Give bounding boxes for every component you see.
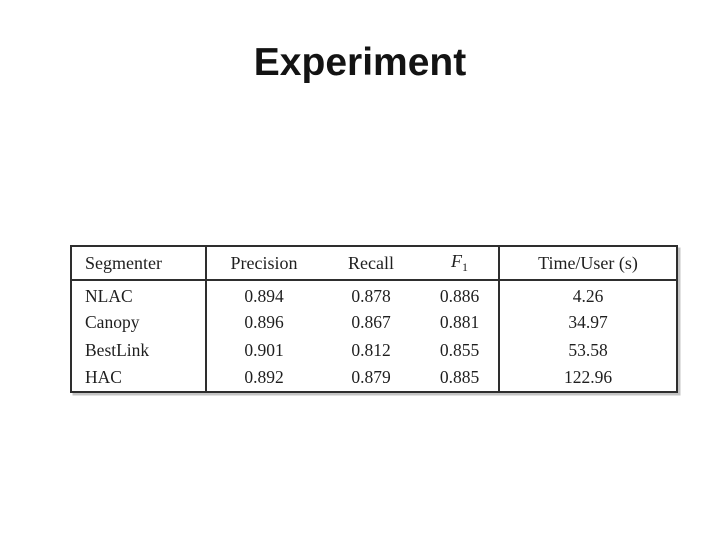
cell-time: 4.26 [572,285,604,306]
cell-time: 53.58 [568,339,608,360]
col-header-segmenter: Segmenter [71,246,207,280]
cell-recall: 0.879 [351,367,391,387]
cell-precision: 0.892 [244,367,284,387]
table-row: HAC 0.892 0.879 0.885 122.96 [71,364,677,392]
f1-subscript: 1 [462,260,468,274]
f1-symbol: F [451,251,462,271]
table-row: Canopy 0.896 0.867 0.881 34.97 [71,308,677,336]
col-header-f1: F1 [421,246,500,280]
cell-segmenter: NLAC [71,280,207,308]
cell-f1: 0.885 [421,364,500,392]
cell-segmenter: BestLink [71,336,207,364]
cell-segmenter: HAC [71,364,207,392]
cell-time: 122.96 [563,367,613,387]
cell-precision: 0.901 [244,339,284,360]
table-header-row: Segmenter Precision Recall F1 Time/User … [71,246,677,280]
results-table: Segmenter Precision Recall F1 Time/User … [70,245,678,393]
cell-recall: 0.867 [351,311,391,332]
page-title: Experiment [253,41,467,84]
cell-f1: 0.886 [421,280,500,308]
col-header-recall: Recall [348,252,394,273]
table-row: NLAC 0.894 0.878 0.886 4.26 [71,280,677,308]
cell-f1: 0.855 [421,336,500,364]
cell-precision: 0.896 [244,311,284,332]
col-header-time: Time/User (s) [538,252,638,273]
cell-segmenter: Canopy [71,308,207,336]
col-header-precision: Precision [230,252,298,273]
cell-recall: 0.878 [351,285,391,306]
table-row: BestLink 0.901 0.812 0.855 53.58 [71,336,677,364]
cell-precision: 0.894 [244,285,284,306]
cell-time: 34.97 [568,311,608,332]
cell-recall: 0.812 [351,339,391,360]
cell-f1: 0.881 [421,308,500,336]
